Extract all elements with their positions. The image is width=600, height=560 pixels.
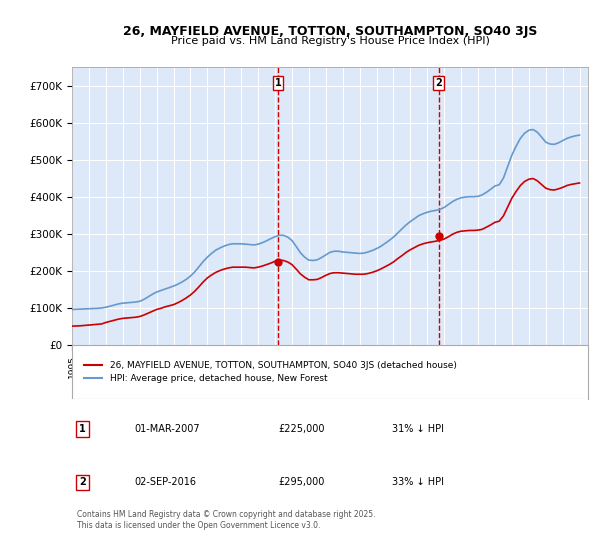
Text: 2: 2 — [79, 478, 86, 487]
Text: 33% ↓ HPI: 33% ↓ HPI — [392, 478, 444, 487]
Legend: 26, MAYFIELD AVENUE, TOTTON, SOUTHAMPTON, SO40 3JS (detached house), HPI: Averag: 26, MAYFIELD AVENUE, TOTTON, SOUTHAMPTON… — [82, 358, 459, 386]
Text: 26, MAYFIELD AVENUE, TOTTON, SOUTHAMPTON, SO40 3JS: 26, MAYFIELD AVENUE, TOTTON, SOUTHAMPTON… — [123, 25, 537, 38]
Text: 1: 1 — [79, 424, 86, 434]
Text: 1: 1 — [275, 78, 281, 88]
Text: £225,000: £225,000 — [278, 424, 325, 434]
Text: Price paid vs. HM Land Registry's House Price Index (HPI): Price paid vs. HM Land Registry's House … — [170, 36, 490, 46]
Text: £295,000: £295,000 — [278, 478, 325, 487]
Text: 31% ↓ HPI: 31% ↓ HPI — [392, 424, 444, 434]
Text: 02-SEP-2016: 02-SEP-2016 — [134, 478, 196, 487]
Text: 01-MAR-2007: 01-MAR-2007 — [134, 424, 200, 434]
Text: Contains HM Land Registry data © Crown copyright and database right 2025.
This d: Contains HM Land Registry data © Crown c… — [77, 510, 376, 530]
Text: 2: 2 — [435, 78, 442, 88]
